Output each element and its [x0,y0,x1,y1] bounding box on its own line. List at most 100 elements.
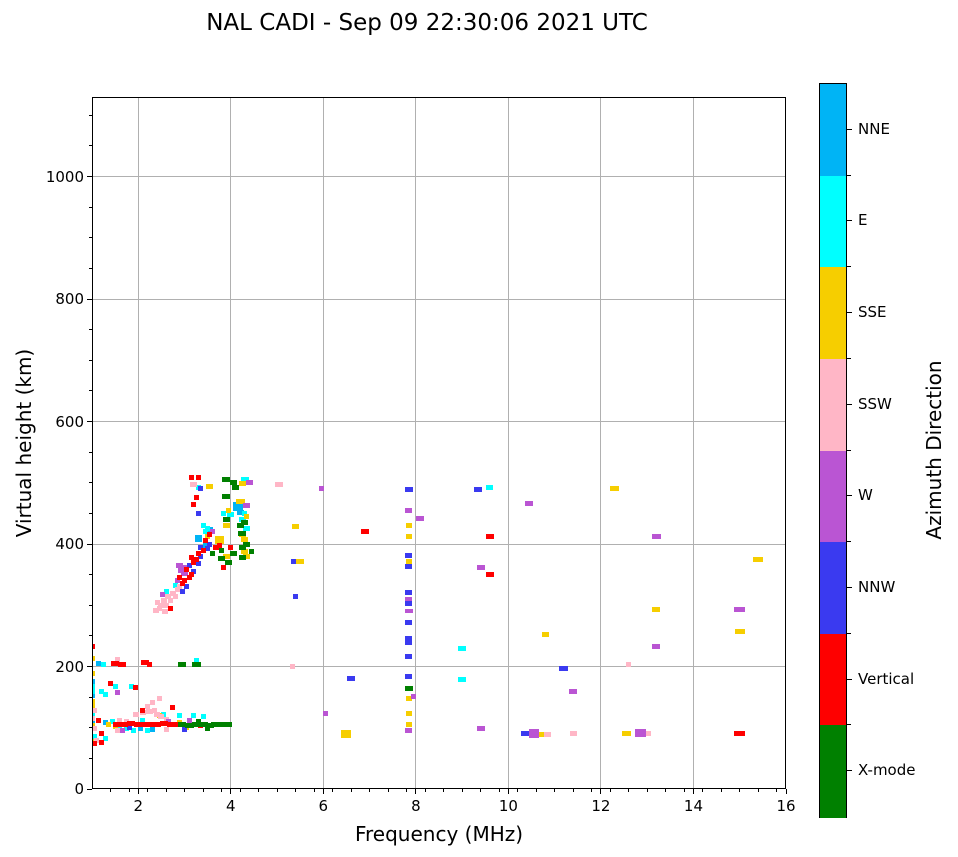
data-point-x-mode [198,722,208,728]
data-point-vertical [159,720,168,726]
data-point-vertical [170,705,176,711]
data-point-w [476,726,485,732]
data-point-e [164,589,170,595]
y-minor-tick [89,451,92,453]
x-minor-tick [147,789,149,792]
x-minor-tick [313,789,315,792]
x-gridline [507,97,509,789]
data-point-x-mode [205,722,215,728]
data-point-e [145,728,151,734]
data-point-vertical [188,572,194,578]
y-major-tick [87,176,92,178]
data-point-w [525,500,534,506]
data-point-ssw [169,590,176,596]
data-point-x-mode [222,494,231,500]
data-point-ssw [643,731,651,737]
data-point-w [245,480,253,486]
x-minor-tick [554,789,556,792]
data-point-vertical [207,532,213,538]
x-minor-tick [221,789,223,792]
data-point-vertical [182,578,188,584]
data-point-ssw [124,719,130,725]
data-point-w [209,529,215,535]
data-point-nne [194,535,202,543]
x-minor-tick [258,789,260,792]
data-point-vertical [96,717,102,723]
colorbar [819,83,847,818]
x-major-tick [230,789,232,794]
y-minor-tick [89,206,92,208]
data-point-nnw [195,561,201,567]
data-point-vertical [193,556,199,562]
x-minor-tick [665,789,667,792]
data-point-w [569,688,578,694]
data-point-vertical [152,721,162,727]
data-point-w [528,728,539,738]
colorbar-boundary-tick [847,541,851,543]
x-minor-tick [572,789,574,792]
colorbar-tick [847,586,852,588]
data-point-x-mode [211,722,223,728]
data-point-vertical [200,547,206,553]
data-point-ssw [163,727,169,733]
data-point-w [243,502,251,508]
x-major-tick [415,789,417,794]
x-tick-label: 6 [318,797,329,815]
colorbar-label-ssw: SSW [858,394,892,413]
y-tick-label: 600 [55,412,84,431]
data-point-vertical [140,708,146,714]
data-point-e [227,512,235,518]
data-point-e [140,717,146,723]
data-point-ssw [156,695,162,701]
x-minor-tick [591,789,593,792]
x-minor-tick [424,789,426,792]
data-point-ssw [172,593,178,599]
colorbar-boundary-tick [847,174,851,176]
data-point-vertical [92,740,97,746]
x-tick-label: 2 [133,797,144,815]
data-point-nne [236,509,244,515]
data-point-nnw [198,553,204,559]
data-point-e [103,691,109,697]
data-point-sse [243,553,251,559]
data-point-ssw [152,607,159,613]
data-point-nnw [405,619,413,625]
y-minor-tick [89,145,92,147]
data-point-sse [296,558,305,564]
data-point-e [200,523,206,529]
data-point-ssw [114,728,120,734]
colorbar-tick [847,770,852,772]
data-point-ssw [117,717,123,723]
x-tick-label: 14 [683,797,703,815]
data-point-x-mode [231,485,239,491]
data-point-ssw [168,597,174,603]
y-tick-label: 800 [55,290,84,309]
y-major-tick [87,666,92,668]
colorbar-segment-nne [820,84,846,177]
x-minor-tick [517,789,519,792]
data-point-vertical [174,722,182,728]
data-point-x-mode [222,517,230,523]
x-minor-tick [165,789,167,792]
y-minor-tick [89,727,92,729]
data-point-ssw [146,709,154,715]
y-major-tick [87,421,92,423]
x-minor-tick [202,789,204,792]
data-point-vertical [228,544,234,550]
data-point-ssw [92,726,97,732]
data-point-nne [92,693,95,699]
data-point-w [119,728,125,734]
x-minor-tick [702,789,704,792]
data-point-w [634,728,646,737]
data-point-sse [206,483,214,489]
data-point-ssw [275,482,284,488]
colorbar-tick [847,128,852,130]
data-point-vertical [118,661,127,667]
data-point-vertical [191,559,197,565]
data-point-x-mode [184,722,194,728]
data-point-vertical [191,502,197,508]
data-point-x-mode [404,686,413,692]
data-point-sse [244,513,250,519]
x-minor-tick [443,789,445,792]
data-point-e [117,725,123,731]
